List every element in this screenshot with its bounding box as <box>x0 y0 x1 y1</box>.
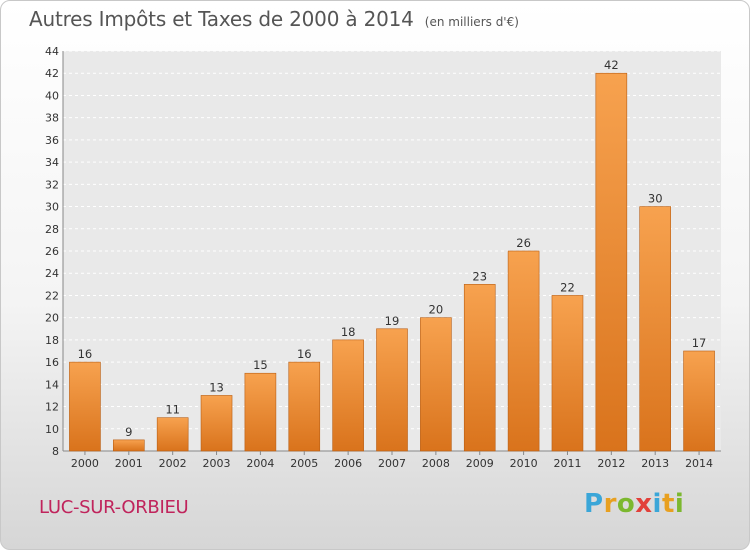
x-tick-label: 2013 <box>641 457 669 470</box>
bar <box>113 439 145 452</box>
x-tick-label: 2011 <box>553 457 581 470</box>
chart-unit: (en milliers d'€) <box>424 15 519 29</box>
x-tick-label: 2000 <box>71 457 99 470</box>
bar <box>595 72 628 452</box>
data-label: 20 <box>429 303 444 317</box>
y-tick-label: 20 <box>45 312 59 325</box>
data-label: 30 <box>648 192 663 206</box>
bar <box>376 328 408 452</box>
logo-letter: x <box>635 489 653 519</box>
y-tick-label: 42 <box>45 67 59 80</box>
chart-title: Autres Impôts et Taxes de 2000 à 2014 <box>29 7 414 31</box>
data-label: 42 <box>604 58 619 72</box>
y-tick-label: 44 <box>45 45 59 58</box>
x-tick-label: 2009 <box>466 457 494 470</box>
data-label: 22 <box>560 280 575 294</box>
y-tick-label: 10 <box>45 423 59 436</box>
bar <box>288 361 321 452</box>
bar <box>639 206 672 452</box>
y-tick-label: 14 <box>45 378 59 391</box>
logo-letter: o <box>616 489 636 519</box>
y-tick-label: 32 <box>45 178 59 191</box>
x-tick-label: 2001 <box>115 457 143 470</box>
x-tick-label: 2014 <box>685 457 713 470</box>
proxiti-logo: Proxiti <box>584 489 684 519</box>
commune-name: LUC-SUR-ORBIEU <box>39 497 189 518</box>
y-tick-label: 30 <box>45 201 59 214</box>
data-label: 16 <box>297 347 312 361</box>
chart-title-row: Autres Impôts et Taxes de 2000 à 2014 (e… <box>29 7 519 31</box>
data-label: 17 <box>692 336 707 350</box>
y-tick-label: 24 <box>45 267 59 280</box>
x-tick-label: 2004 <box>246 457 274 470</box>
y-tick-label: 34 <box>45 156 59 169</box>
data-label: 19 <box>385 314 400 328</box>
y-tick-label: 18 <box>45 334 59 347</box>
x-tick-label: 2007 <box>378 457 406 470</box>
bar <box>551 295 584 452</box>
bar <box>69 361 101 452</box>
bar <box>244 372 277 452</box>
y-tick-label: 38 <box>45 112 59 125</box>
bar <box>200 395 233 452</box>
x-tick-label: 2002 <box>159 457 187 470</box>
data-label: 15 <box>253 358 268 372</box>
data-label: 23 <box>472 269 487 283</box>
logo-letter: P <box>584 489 604 519</box>
logo-letter: r <box>603 489 617 519</box>
y-tick-label: 40 <box>45 89 59 102</box>
data-label: 26 <box>516 236 531 250</box>
bar <box>463 284 496 452</box>
bar <box>156 417 189 452</box>
bar <box>507 250 540 452</box>
y-tick-label: 36 <box>45 134 59 147</box>
y-tick-label: 8 <box>52 445 59 458</box>
bar <box>683 350 715 452</box>
y-tick-label: 16 <box>45 356 59 369</box>
data-label: 11 <box>165 403 180 417</box>
data-label: 9 <box>125 425 132 439</box>
logo-letter: i <box>652 489 662 519</box>
x-tick-label: 2005 <box>290 457 318 470</box>
data-label: 18 <box>341 325 356 339</box>
y-tick-label: 26 <box>45 245 59 258</box>
x-tick-label: 2008 <box>422 457 450 470</box>
logo-letter: i <box>674 489 685 519</box>
bar <box>420 317 452 452</box>
x-tick-label: 2012 <box>597 457 625 470</box>
logo-letter: t <box>661 489 675 519</box>
x-tick-label: 2006 <box>334 457 362 470</box>
x-tick-label: 2010 <box>510 457 538 470</box>
y-tick-label: 12 <box>45 401 59 414</box>
bar <box>332 339 364 452</box>
y-tick-label: 22 <box>45 289 59 302</box>
y-tick-label: 28 <box>45 223 59 236</box>
data-label: 13 <box>209 380 224 394</box>
x-tick-label: 2003 <box>203 457 231 470</box>
data-label: 16 <box>78 347 93 361</box>
